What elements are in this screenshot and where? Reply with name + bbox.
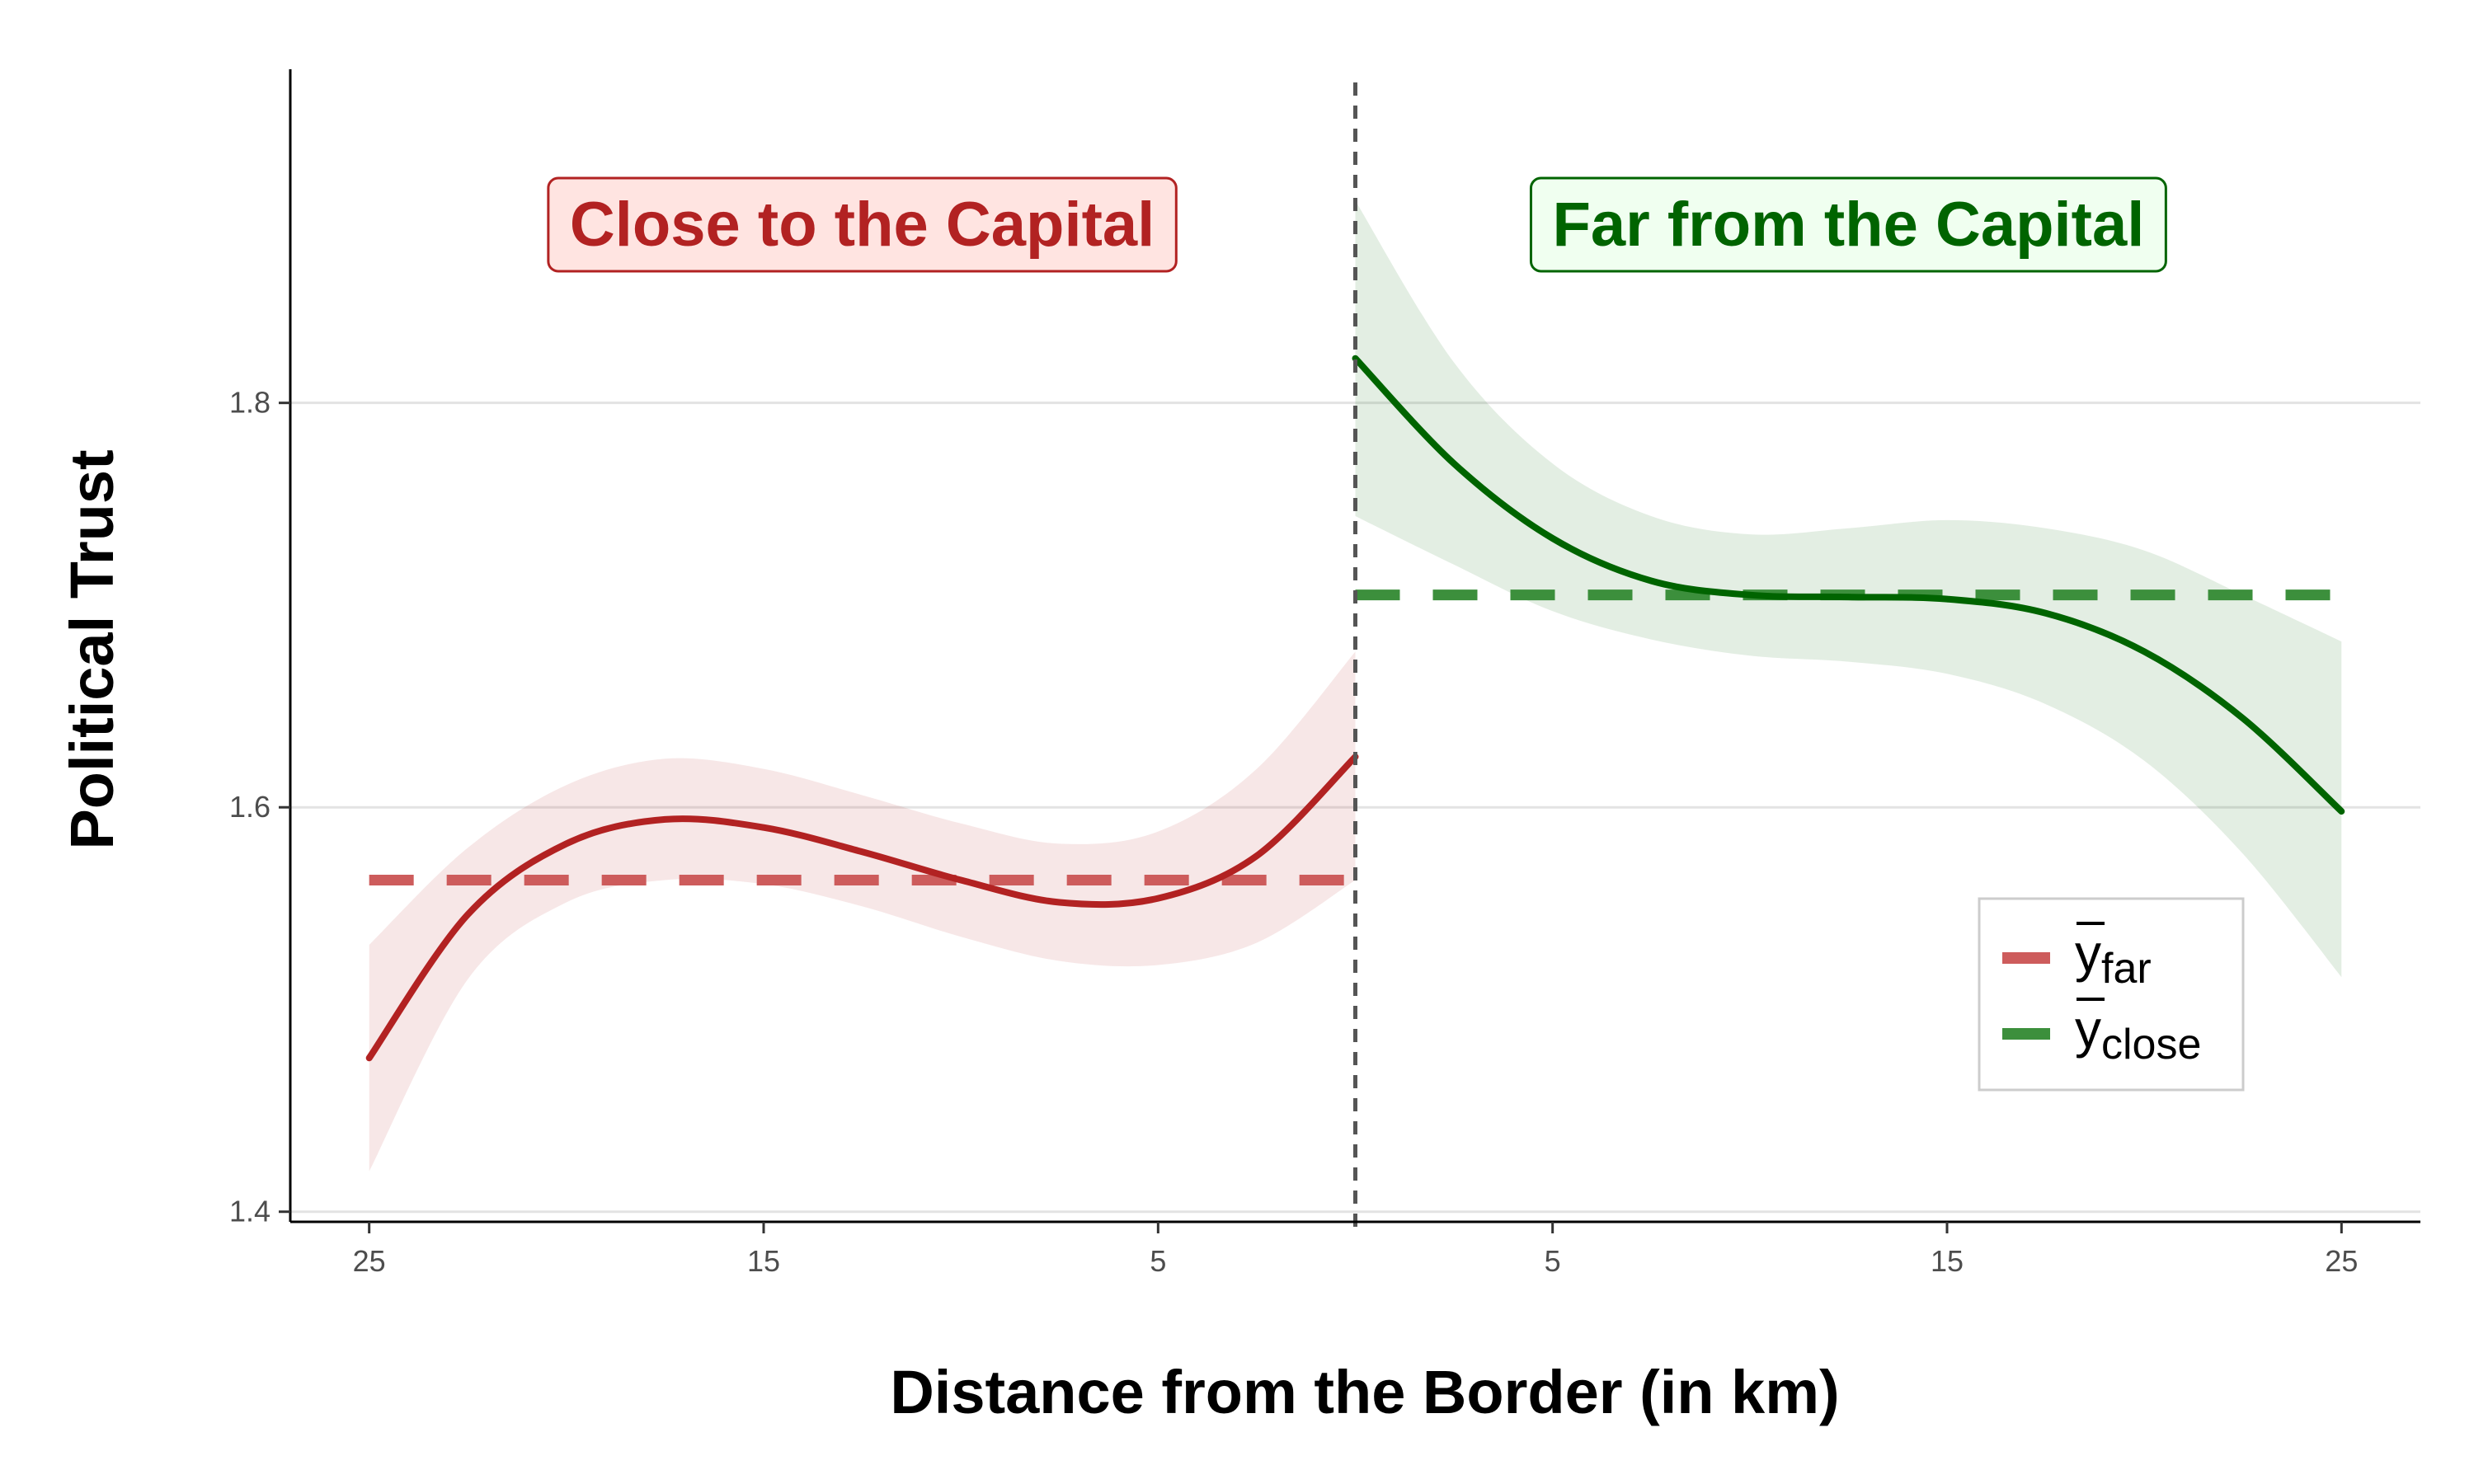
region-label-left: Close to the Capital — [547, 176, 1178, 273]
x-axis-title: Distance from the Border (in km) — [890, 1358, 1839, 1426]
region-label-box — [547, 176, 1178, 273]
x-tick-label: 15 — [747, 1244, 780, 1278]
axes — [289, 69, 2420, 1223]
y-ticks: 1.4 1.6 1.8 — [229, 386, 290, 1228]
confidence-ribbons — [369, 200, 2342, 1172]
x-tick-label: 15 — [1931, 1244, 1964, 1278]
legend-label-sub: far — [2101, 945, 2152, 993]
confidence-ribbon-far — [1355, 200, 2342, 978]
legend-item-far: yfar — [2002, 922, 2152, 993]
legend-label: yfar — [2075, 923, 2152, 993]
fitted-curves — [365, 355, 2345, 1062]
y-tick-label: 1.8 — [229, 386, 270, 420]
region-label-text: Close to the Capital — [570, 190, 1155, 260]
x-ticks: 25 15 5 5 15 25 — [353, 1222, 2358, 1278]
x-tick-label: 5 — [1150, 1244, 1166, 1278]
x-tick-label: 5 — [1545, 1244, 1561, 1278]
fitted-curve-close — [365, 753, 1359, 1062]
x-tick-label: 25 — [2325, 1244, 2358, 1278]
x-tick-label: 25 — [353, 1244, 386, 1278]
legend-item-close: yclose — [2002, 998, 2201, 1068]
region-label-text: Far from the Capital — [1552, 190, 2144, 260]
legend-label-base: y — [2075, 923, 2101, 983]
legend-label-base: y — [2075, 999, 2101, 1059]
legend-label-sub: close — [2101, 1021, 2201, 1068]
y-axis-title: Political Trust — [58, 449, 126, 849]
region-label-box — [1529, 176, 2167, 273]
fitted-curve-far — [1352, 355, 2345, 815]
legend-box — [1978, 897, 2245, 1092]
legend: yfar yclose — [1978, 897, 2245, 1092]
confidence-ribbon-close — [369, 651, 1356, 1172]
legend-label: yclose — [2075, 999, 2201, 1068]
region-label-right: Far from the Capital — [1529, 176, 2167, 273]
y-tick-label: 1.4 — [229, 1195, 270, 1228]
y-tick-label: 1.6 — [229, 790, 270, 824]
